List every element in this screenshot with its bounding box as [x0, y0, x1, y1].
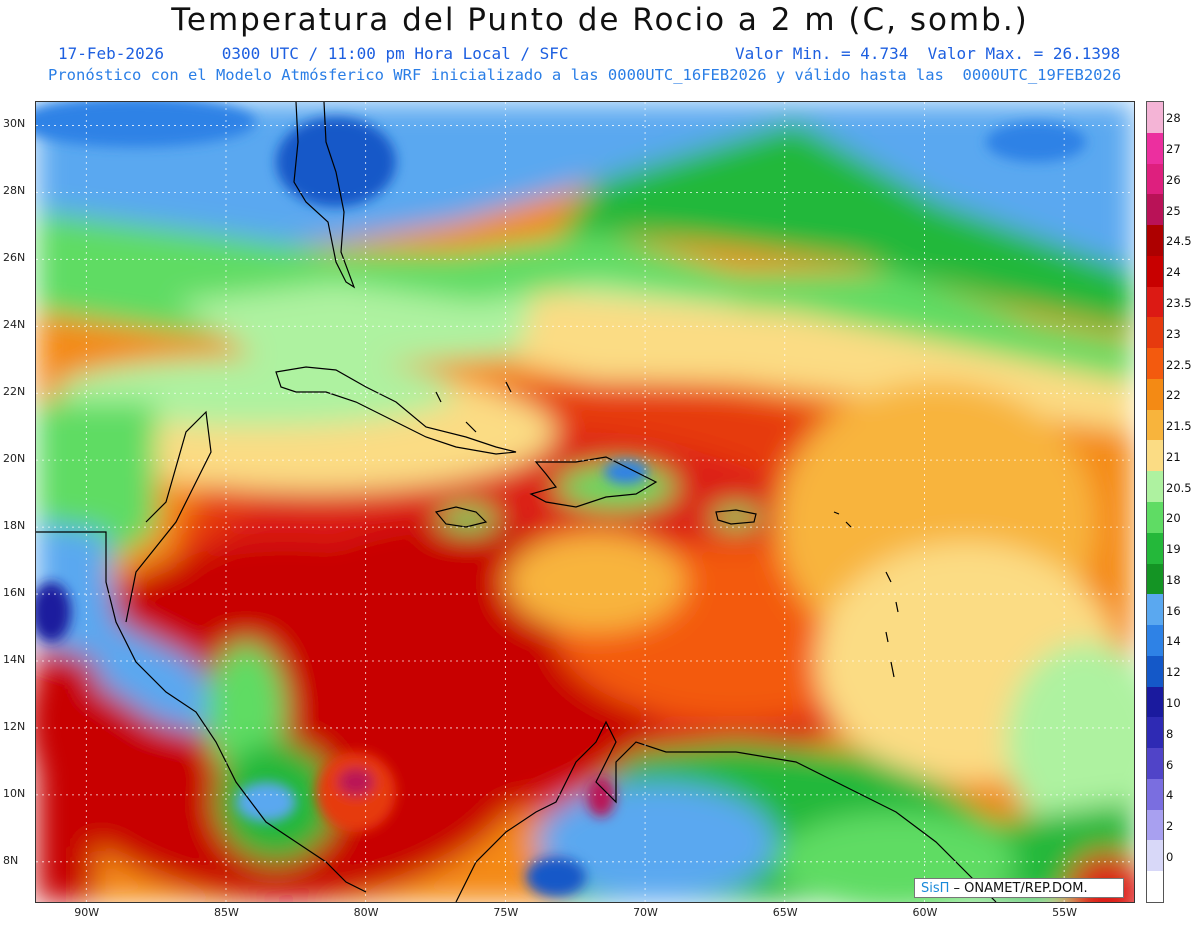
colorbar-label: 22 — [1166, 388, 1181, 403]
colorbar-segment — [1147, 502, 1163, 533]
colorbar-label: 22.5 — [1166, 357, 1192, 372]
lon-label: 65W — [772, 906, 798, 919]
lat-label: 16N — [3, 586, 26, 600]
colorbar-segment — [1147, 409, 1163, 441]
colorbar-label: 16 — [1166, 603, 1181, 618]
colorbar-segment — [1147, 471, 1163, 502]
lat-label: 24N — [3, 318, 26, 332]
lat-label: 18N — [3, 519, 26, 533]
colorbar-segment — [1147, 625, 1163, 656]
colorbar-label: 25 — [1166, 203, 1181, 218]
forecast-date: 17-Feb-2026 — [58, 44, 164, 63]
colorbar-label: 23.5 — [1166, 296, 1192, 310]
colorbar-label: 23 — [1166, 326, 1181, 341]
colorbar-label: 0 — [1166, 849, 1174, 864]
colorbar-label: 14 — [1166, 634, 1181, 649]
lon-label: 70W — [633, 906, 658, 919]
colorbar-label: 21 — [1166, 449, 1181, 464]
colorbar-label: 21.5 — [1166, 419, 1192, 434]
colorbar-segment — [1147, 286, 1163, 318]
colorbar-segment — [1147, 871, 1163, 902]
graticule — [36, 102, 1134, 902]
lon-label: 85W — [213, 906, 239, 919]
credit-box: SisΠ – ONAMET/REP.DOM. — [914, 878, 1124, 898]
colorbar-label: 6 — [1166, 757, 1174, 772]
lon-label: 60W — [912, 906, 938, 919]
colorbar-label: 18 — [1166, 572, 1181, 587]
colorbar-label: 28 — [1166, 111, 1181, 126]
colorbar-segment — [1147, 532, 1163, 564]
dewpoint-field — [36, 102, 1134, 902]
colorbar-label: 10 — [1166, 696, 1181, 710]
colorbar-segment — [1147, 717, 1163, 749]
lon-label: 90W — [74, 906, 100, 919]
min-max-values: Valor Min. = 4.734 Valor Max. = 26.1398 — [735, 44, 1121, 63]
lat-label: 22N — [3, 385, 26, 399]
lat-label: 10N — [3, 786, 26, 800]
colorbar-label: 24 — [1166, 265, 1181, 280]
date-time-line: 17-Feb-2026 0300 UTC / 11:00 pm Hora Loc… — [58, 44, 569, 63]
dewpoint-map — [35, 101, 1135, 903]
colorbar-label: 27 — [1166, 142, 1181, 157]
colorbar-label: 2 — [1166, 819, 1174, 834]
colorbar-segment — [1147, 655, 1163, 687]
lat-label: 28N — [3, 184, 26, 198]
colorbar-label: 20 — [1166, 511, 1181, 526]
colorbar-segment — [1147, 132, 1163, 164]
colorbar-label: 12 — [1166, 665, 1181, 680]
colorbar-segment — [1147, 102, 1163, 133]
lat-label: 14N — [3, 652, 26, 666]
credit-text: – ONAMET/REP.DOM. — [949, 881, 1088, 896]
coastlines — [36, 102, 997, 902]
colorbar-label: 4 — [1166, 788, 1174, 803]
colorbar-segment — [1147, 778, 1163, 810]
colorbar-segment — [1147, 317, 1163, 349]
map-title: Temperatura del Punto de Rocio a 2 m (C,… — [171, 2, 1029, 38]
forecast-time: 0300 UTC / 11:00 pm Hora Local / SFC — [221, 44, 569, 63]
colorbar-segment — [1147, 563, 1163, 595]
colorbar-segment — [1147, 378, 1163, 410]
lon-label: 55W — [1052, 906, 1078, 919]
colorbar-segment — [1147, 348, 1163, 379]
lat-label: 12N — [3, 719, 26, 733]
colorbar-segment — [1147, 748, 1163, 779]
lon-label: 75W — [493, 906, 519, 919]
colorbar-label: 8 — [1166, 726, 1174, 741]
colorbar-label: 20.5 — [1166, 480, 1192, 495]
lat-label: 20N — [3, 452, 26, 466]
colorbar-segment — [1147, 194, 1163, 226]
dewpoint-detail — [36, 102, 1086, 897]
colorbar-segment — [1147, 163, 1163, 195]
colorbar — [1146, 101, 1164, 903]
lat-label: 30N — [3, 117, 26, 131]
colorbar-segment — [1147, 225, 1163, 256]
colorbar-label: 24.5 — [1166, 234, 1192, 249]
sis-logo: SisΠ — [921, 881, 950, 896]
lat-label: 26N — [3, 251, 26, 265]
colorbar-segment — [1147, 840, 1163, 872]
colorbar-segment — [1147, 594, 1163, 626]
colorbar-segment — [1147, 809, 1163, 841]
lat-label: 8N — [3, 853, 19, 867]
colorbar-segment — [1147, 440, 1163, 472]
model-run-info: Pronóstico con el Modelo Atmósferico WRF… — [48, 66, 1122, 84]
colorbar-label: 26 — [1166, 172, 1181, 187]
lon-label: 80W — [353, 906, 379, 919]
colorbar-segment — [1147, 255, 1163, 287]
colorbar-segment — [1147, 686, 1163, 718]
colorbar-label: 19 — [1166, 542, 1181, 557]
